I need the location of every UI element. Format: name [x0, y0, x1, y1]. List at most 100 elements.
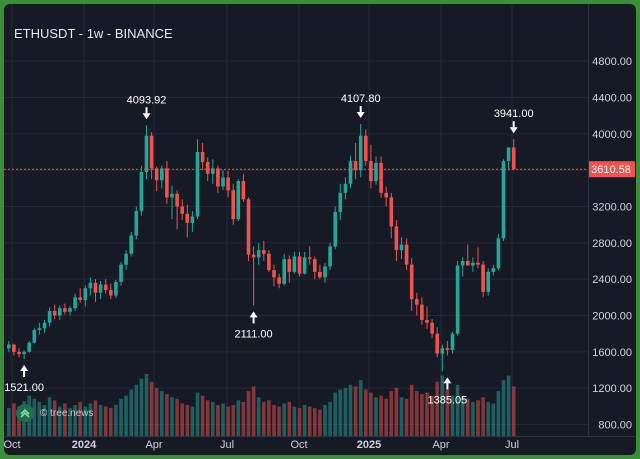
- volume-bar: [256, 397, 261, 436]
- candle-body: [323, 266, 327, 278]
- low-arrow-stem: [23, 371, 26, 378]
- candle-body: [114, 281, 118, 296]
- candle-body: [22, 351, 26, 355]
- candle-body: [93, 282, 98, 293]
- low-arrow-icon: [443, 377, 452, 384]
- volume-bar: [47, 397, 52, 436]
- candle-body: [267, 253, 271, 271]
- volume-bar: [149, 381, 154, 436]
- volume-bar: [119, 398, 123, 436]
- candle-body: [221, 177, 225, 187]
- volume-bar: [343, 387, 348, 436]
- candle-body: [226, 177, 230, 191]
- volume-bar: [374, 397, 378, 436]
- watermark: © tree.news: [16, 404, 94, 422]
- volume-bar: [88, 403, 93, 436]
- candle-body: [328, 246, 332, 267]
- volume-bar: [506, 375, 511, 436]
- volume-bar: [297, 408, 302, 436]
- volume-bar: [195, 392, 200, 436]
- low-arrow-icon: [249, 311, 258, 318]
- volume-bar: [430, 395, 434, 436]
- volume-bar: [52, 400, 57, 436]
- candle-body: [165, 168, 169, 198]
- candle-body: [389, 197, 394, 227]
- volume-bar: [165, 394, 169, 436]
- chart-frame: 4800.004400.004000.003600.003200.002800.…: [4, 4, 636, 455]
- volume-bar: [404, 398, 409, 436]
- candle-body: [211, 168, 215, 174]
- volume-bar: [455, 384, 460, 436]
- volume-bar: [63, 403, 67, 436]
- candle-body: [241, 181, 246, 200]
- candle-body: [445, 348, 450, 351]
- volume-bar: [17, 406, 21, 436]
- candle-body: [144, 135, 149, 172]
- volume-bar: [73, 405, 77, 436]
- volume-bar: [185, 405, 190, 436]
- volume-bar: [399, 397, 404, 436]
- candle-body: [185, 213, 190, 223]
- volume-bar: [190, 406, 195, 436]
- volume-bar: [384, 398, 388, 436]
- volume-bar: [435, 381, 439, 436]
- candle-body: [318, 271, 322, 278]
- candle-body: [83, 288, 88, 301]
- volume-bar: [282, 403, 286, 436]
- candle-body: [231, 190, 235, 220]
- volume-bar: [109, 408, 113, 436]
- volume-bar: [98, 405, 103, 436]
- volume-bar: [369, 392, 373, 436]
- volume-bar: [491, 403, 496, 436]
- candle-body: [236, 181, 241, 220]
- candle-body: [134, 211, 139, 236]
- candle-body: [348, 161, 353, 184]
- volume-bar: [425, 392, 429, 436]
- volume-bar: [466, 398, 470, 436]
- candle-body: [491, 268, 496, 272]
- candle-body: [170, 193, 174, 198]
- current-price-label: 3610.58: [591, 164, 631, 176]
- volume-bar: [267, 400, 271, 436]
- candle-body: [216, 168, 220, 187]
- candle-body: [190, 216, 195, 223]
- volume-bar: [445, 389, 450, 436]
- candle-body: [124, 253, 128, 265]
- volume-bar: [318, 409, 322, 436]
- y-tick-label: 4000.00: [592, 129, 632, 141]
- candle-body: [119, 264, 123, 282]
- current-price-label-bg: [589, 161, 635, 178]
- volume-bar: [420, 394, 424, 436]
- volume-bar: [450, 395, 455, 436]
- candle-body: [399, 244, 404, 251]
- candle-body: [358, 135, 363, 171]
- volume-bar: [364, 389, 368, 436]
- candle-body: [42, 322, 47, 329]
- volume-bar: [124, 395, 128, 436]
- candle-body: [129, 235, 133, 254]
- y-tick-label: 4400.00: [592, 93, 632, 105]
- low-arrow-stem: [252, 317, 255, 324]
- volume-bar: [154, 387, 159, 436]
- candle-body: [460, 261, 465, 266]
- candle-body: [277, 277, 281, 284]
- candle-body: [37, 328, 42, 331]
- volume-bar: [170, 397, 174, 436]
- volume-bar: [180, 403, 184, 436]
- volume-bar: [78, 401, 82, 436]
- volume-bar: [323, 405, 327, 436]
- high-arrow-stem: [512, 121, 515, 128]
- x-tick-label: Apr: [145, 439, 162, 451]
- volume-bar: [160, 391, 164, 436]
- candle-body: [369, 161, 373, 182]
- candle-body: [450, 333, 455, 351]
- volume-bar: [511, 386, 516, 436]
- candle-body: [302, 257, 307, 274]
- high-annotation-label: 3941.00: [494, 108, 534, 120]
- y-tick-label: 3200.00: [592, 202, 632, 214]
- candle-body: [175, 193, 179, 207]
- volume-bar: [287, 401, 292, 436]
- volume-bar: [389, 391, 394, 436]
- candle-body: [466, 261, 470, 266]
- candle-body: [287, 259, 292, 272]
